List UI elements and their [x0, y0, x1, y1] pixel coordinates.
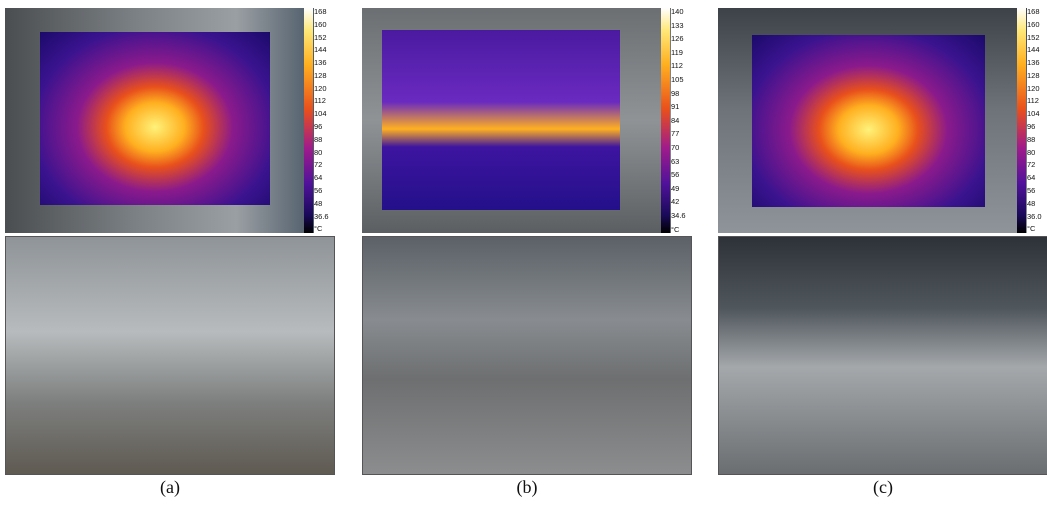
colorbar-label: 120 — [314, 83, 327, 93]
photo — [5, 236, 335, 475]
thermal-overlay-photo: 168 160 152 144 136 128 120 112 104 96 88 80 72 64 56 4… — [5, 8, 335, 233]
colorbar-label: 64 — [314, 173, 323, 183]
colorbar-label: 133 — [671, 20, 684, 30]
panel: 168 160 152 144 136 128 120 112 104 96 88 80 72 64 56 4… — [5, 8, 335, 475]
thermal-image — [40, 32, 270, 205]
colorbar-label: 88 — [1027, 134, 1036, 144]
colorbar-label: 144 — [314, 45, 327, 55]
colorbar-label: 48 — [314, 198, 323, 208]
colorbar-label: 112 — [671, 61, 683, 71]
colorbar-label: 152 — [314, 32, 327, 42]
colorbar-label: 77 — [671, 129, 680, 139]
caption: (c) — [873, 477, 893, 497]
colorbar-label: 91 — [671, 102, 680, 112]
photo — [718, 236, 1047, 475]
colorbar-label: 140 — [671, 8, 684, 16]
colorbar-label: 48 — [1027, 198, 1036, 208]
colorbar-label: 34.6 — [671, 210, 686, 220]
caption: (b) — [516, 477, 538, 497]
colorbar-label: 128 — [1027, 70, 1040, 80]
colorbar-label: 104 — [314, 109, 327, 119]
colorbar-label: 120 — [1027, 83, 1040, 93]
colorbar-unit: °C — [1027, 224, 1036, 233]
colorbar-label: 72 — [1027, 160, 1036, 170]
colorbar-label: 104 — [1027, 109, 1040, 119]
colorbar-label: 168 — [1027, 8, 1040, 16]
colorbar-label: 98 — [671, 88, 680, 98]
colorbar-labels: 168 160 152 144 136 128 120 112 104 96 88 80 72 64 56 4… — [314, 8, 335, 233]
colorbar-label: 112 — [314, 96, 326, 106]
colorbar-label: 56 — [314, 185, 323, 195]
colorbar-label: 128 — [314, 70, 327, 80]
panel: 140 133 126 119 112 105 98 91 84 77 70 63 56 49 42 34.6… — [362, 8, 692, 475]
colorbar-label: 112 — [1027, 96, 1039, 106]
colorbar-label: 152 — [1027, 32, 1040, 42]
colorbar-label: 36.0 — [1027, 211, 1042, 221]
colorbar-unit: °C — [671, 224, 680, 233]
colorbar-label: 56 — [1027, 185, 1036, 195]
colorbar-label: 88 — [314, 134, 323, 144]
thermal-overlay-photo: 168 160 152 144 136 128 120 112 104 96 88 80 72 64 56 4… — [718, 8, 1047, 233]
colorbar-label: 126 — [671, 34, 684, 44]
colorbar — [661, 8, 670, 233]
colorbar-label: 96 — [314, 122, 323, 132]
colorbar-label: 84 — [671, 115, 680, 125]
colorbar-label: 42 — [671, 197, 680, 207]
colorbar-label: 36.6 — [314, 211, 329, 221]
colorbar-label: 119 — [671, 47, 683, 57]
caption: (a) — [160, 477, 180, 497]
colorbar-label: 136 — [314, 58, 327, 68]
colorbar — [304, 8, 313, 233]
colorbar-label: 160 — [1027, 19, 1040, 29]
colorbar-label: 80 — [1027, 147, 1036, 157]
colorbar-label: 72 — [314, 160, 323, 170]
thermal-image — [752, 35, 985, 207]
colorbar-label: 63 — [671, 156, 680, 166]
colorbar — [1017, 8, 1026, 233]
colorbar-labels: 140 133 126 119 112 105 98 91 84 77 70 63 56 49 42 34.6… — [671, 8, 692, 233]
photo — [362, 236, 692, 475]
colorbar-label: 160 — [314, 19, 327, 29]
colorbar-label: 105 — [671, 74, 684, 84]
colorbar-label: 56 — [671, 170, 680, 180]
colorbar-labels: 168 160 152 144 136 128 120 112 104 96 88 80 72 64 56 4… — [1027, 8, 1047, 233]
colorbar-label: 64 — [1027, 173, 1036, 183]
colorbar-label: 168 — [314, 8, 327, 16]
colorbar-label: 144 — [1027, 45, 1040, 55]
panel: 168 160 152 144 136 128 120 112 104 96 88 80 72 64 56 4… — [718, 8, 1047, 475]
colorbar-label: 136 — [1027, 58, 1040, 68]
colorbar-unit: °C — [314, 224, 323, 233]
colorbar-label: 80 — [314, 147, 323, 157]
thermal-overlay-photo: 140 133 126 119 112 105 98 91 84 77 70 63 56 49 42 34.6… — [362, 8, 692, 233]
colorbar-label: 70 — [671, 142, 680, 152]
colorbar-label: 96 — [1027, 122, 1036, 132]
colorbar-label: 49 — [671, 183, 680, 193]
thermal-image — [382, 30, 620, 210]
